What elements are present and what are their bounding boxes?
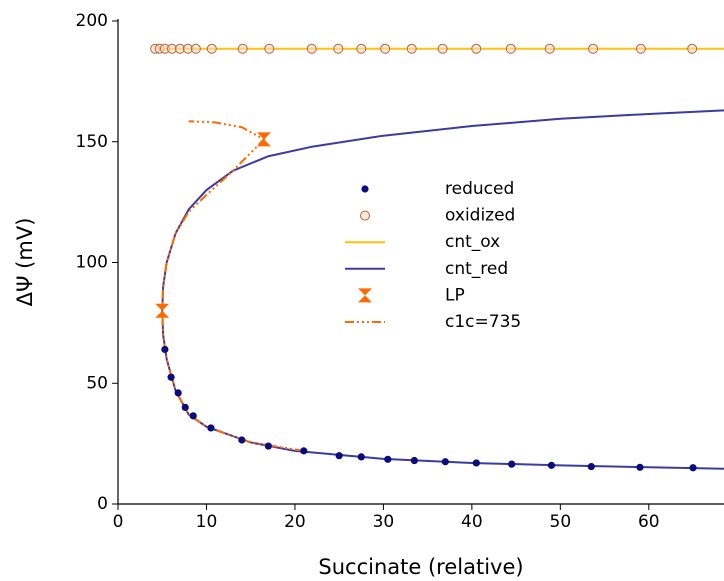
point — [206, 43, 217, 54]
point — [264, 43, 275, 54]
point — [181, 403, 189, 411]
point — [587, 462, 595, 471]
point — [406, 43, 417, 54]
y-tick-label: 50 — [86, 373, 108, 393]
legend-label: LP — [445, 285, 465, 305]
point — [300, 447, 308, 455]
point — [357, 453, 365, 461]
point — [687, 43, 698, 54]
point — [508, 460, 516, 468]
point — [189, 412, 197, 420]
legend-marker — [360, 210, 370, 221]
point — [238, 436, 246, 444]
x-tick-label: 60 — [638, 512, 660, 532]
y-tick-label: 200 — [76, 11, 108, 31]
plot-area — [155, 47, 724, 470]
point — [356, 43, 367, 54]
point — [167, 373, 175, 381]
legend-marker — [361, 185, 369, 193]
point — [689, 464, 697, 472]
point — [437, 43, 448, 54]
point — [441, 458, 449, 466]
point — [333, 43, 344, 54]
y-axis-title: ΔΨ (mV) — [13, 218, 37, 307]
legend-label: reduced — [445, 179, 514, 199]
point — [384, 455, 392, 463]
y-tick-label: 100 — [76, 253, 108, 273]
point — [547, 461, 556, 469]
x-tick-label: 30 — [373, 512, 395, 532]
point — [256, 132, 271, 147]
x-tick-label: 50 — [550, 512, 572, 532]
line — [161, 109, 724, 470]
x-tick-label: 40 — [461, 512, 483, 532]
point — [544, 43, 555, 54]
point — [636, 463, 644, 471]
y-tick-label: 0 — [97, 494, 108, 514]
point — [161, 345, 169, 354]
point — [380, 43, 391, 54]
point — [505, 43, 516, 54]
point — [471, 43, 482, 54]
legend-label: cnt_ox — [445, 232, 500, 252]
x-tick-label: 20 — [284, 512, 306, 532]
point — [635, 43, 646, 54]
point — [588, 43, 599, 54]
point — [190, 43, 201, 54]
point — [264, 442, 272, 450]
y-tick-label: 150 — [76, 132, 108, 152]
line — [161, 120, 304, 452]
point — [207, 424, 215, 432]
point — [335, 452, 343, 460]
legend-label: oxidized — [445, 206, 515, 226]
legend: reduced oxidized cnt_ox cnt_red LP c1c=735 — [345, 179, 521, 332]
point — [174, 389, 182, 397]
x-tick-label: 0 — [113, 512, 124, 532]
point — [410, 456, 418, 465]
point — [155, 303, 170, 318]
legend-label: cnt_red — [445, 259, 508, 279]
point — [472, 459, 480, 467]
legend-label: c1c=735 — [445, 312, 521, 332]
point — [237, 43, 248, 54]
x-tick-label: 10 — [196, 512, 218, 532]
legend-marker — [358, 288, 372, 303]
x-axis-title: Succinate (relative) — [318, 555, 523, 579]
point — [306, 43, 317, 54]
